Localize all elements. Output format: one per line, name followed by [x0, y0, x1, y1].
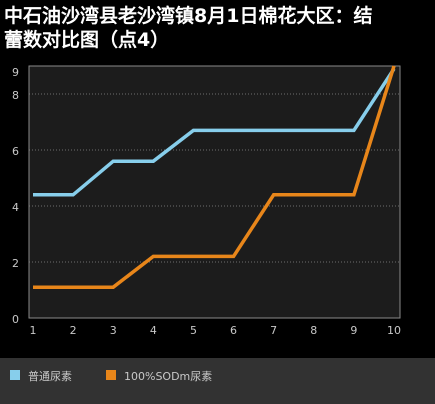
legend-background [0, 358, 435, 404]
x-tick-labels: 1 2 3 4 5 6 7 8 9 10 [30, 324, 402, 337]
legend-label: 普通尿素 [28, 369, 72, 383]
x-tick-label: 3 [110, 324, 117, 337]
y-tick-label: 6 [12, 145, 19, 158]
legend-swatch [106, 370, 116, 380]
legend: 普通尿素 100%SODm尿素 [10, 369, 212, 383]
axis-layer [28, 65, 401, 319]
legend-swatch [10, 370, 20, 380]
y-tick-label: 2 [12, 257, 19, 270]
x-tick-label: 2 [70, 324, 77, 337]
y-tick-label: 0 [12, 313, 19, 326]
plot-background [29, 66, 400, 318]
x-tick-label: 1 [30, 324, 37, 337]
legend-item-2: 100%SODm尿素 [106, 370, 212, 383]
x-tick-label: 9 [350, 324, 357, 337]
legend-item-1: 普通尿素 [10, 369, 72, 383]
legend-label: 100%SODm尿素 [124, 370, 212, 383]
chart-title-line-1: 中石油沙湾县老沙湾镇8月1日棉花大区：结 [4, 5, 373, 27]
y-tick-label: 4 [12, 201, 19, 214]
plot-frame [28, 65, 401, 319]
y-tick-labels: 0 2 4 6 8 9 [12, 66, 19, 326]
grid-layer [29, 93, 400, 263]
y-tick-label-top: 9 [12, 66, 19, 79]
x-tick-label: 7 [270, 324, 277, 337]
chart-title-line-2: 蕾数对比图（点4） [4, 29, 170, 51]
series-layer [33, 65, 396, 289]
x-tick-label: 8 [310, 324, 317, 337]
series-line-2 [33, 65, 396, 289]
x-tick-label: 5 [190, 324, 197, 337]
x-tick-label: 10 [387, 324, 401, 337]
x-tick-label: 4 [150, 324, 157, 337]
series-line-1 [33, 67, 396, 197]
x-tick-label: 6 [230, 324, 237, 337]
y-tick-label: 8 [12, 89, 19, 102]
